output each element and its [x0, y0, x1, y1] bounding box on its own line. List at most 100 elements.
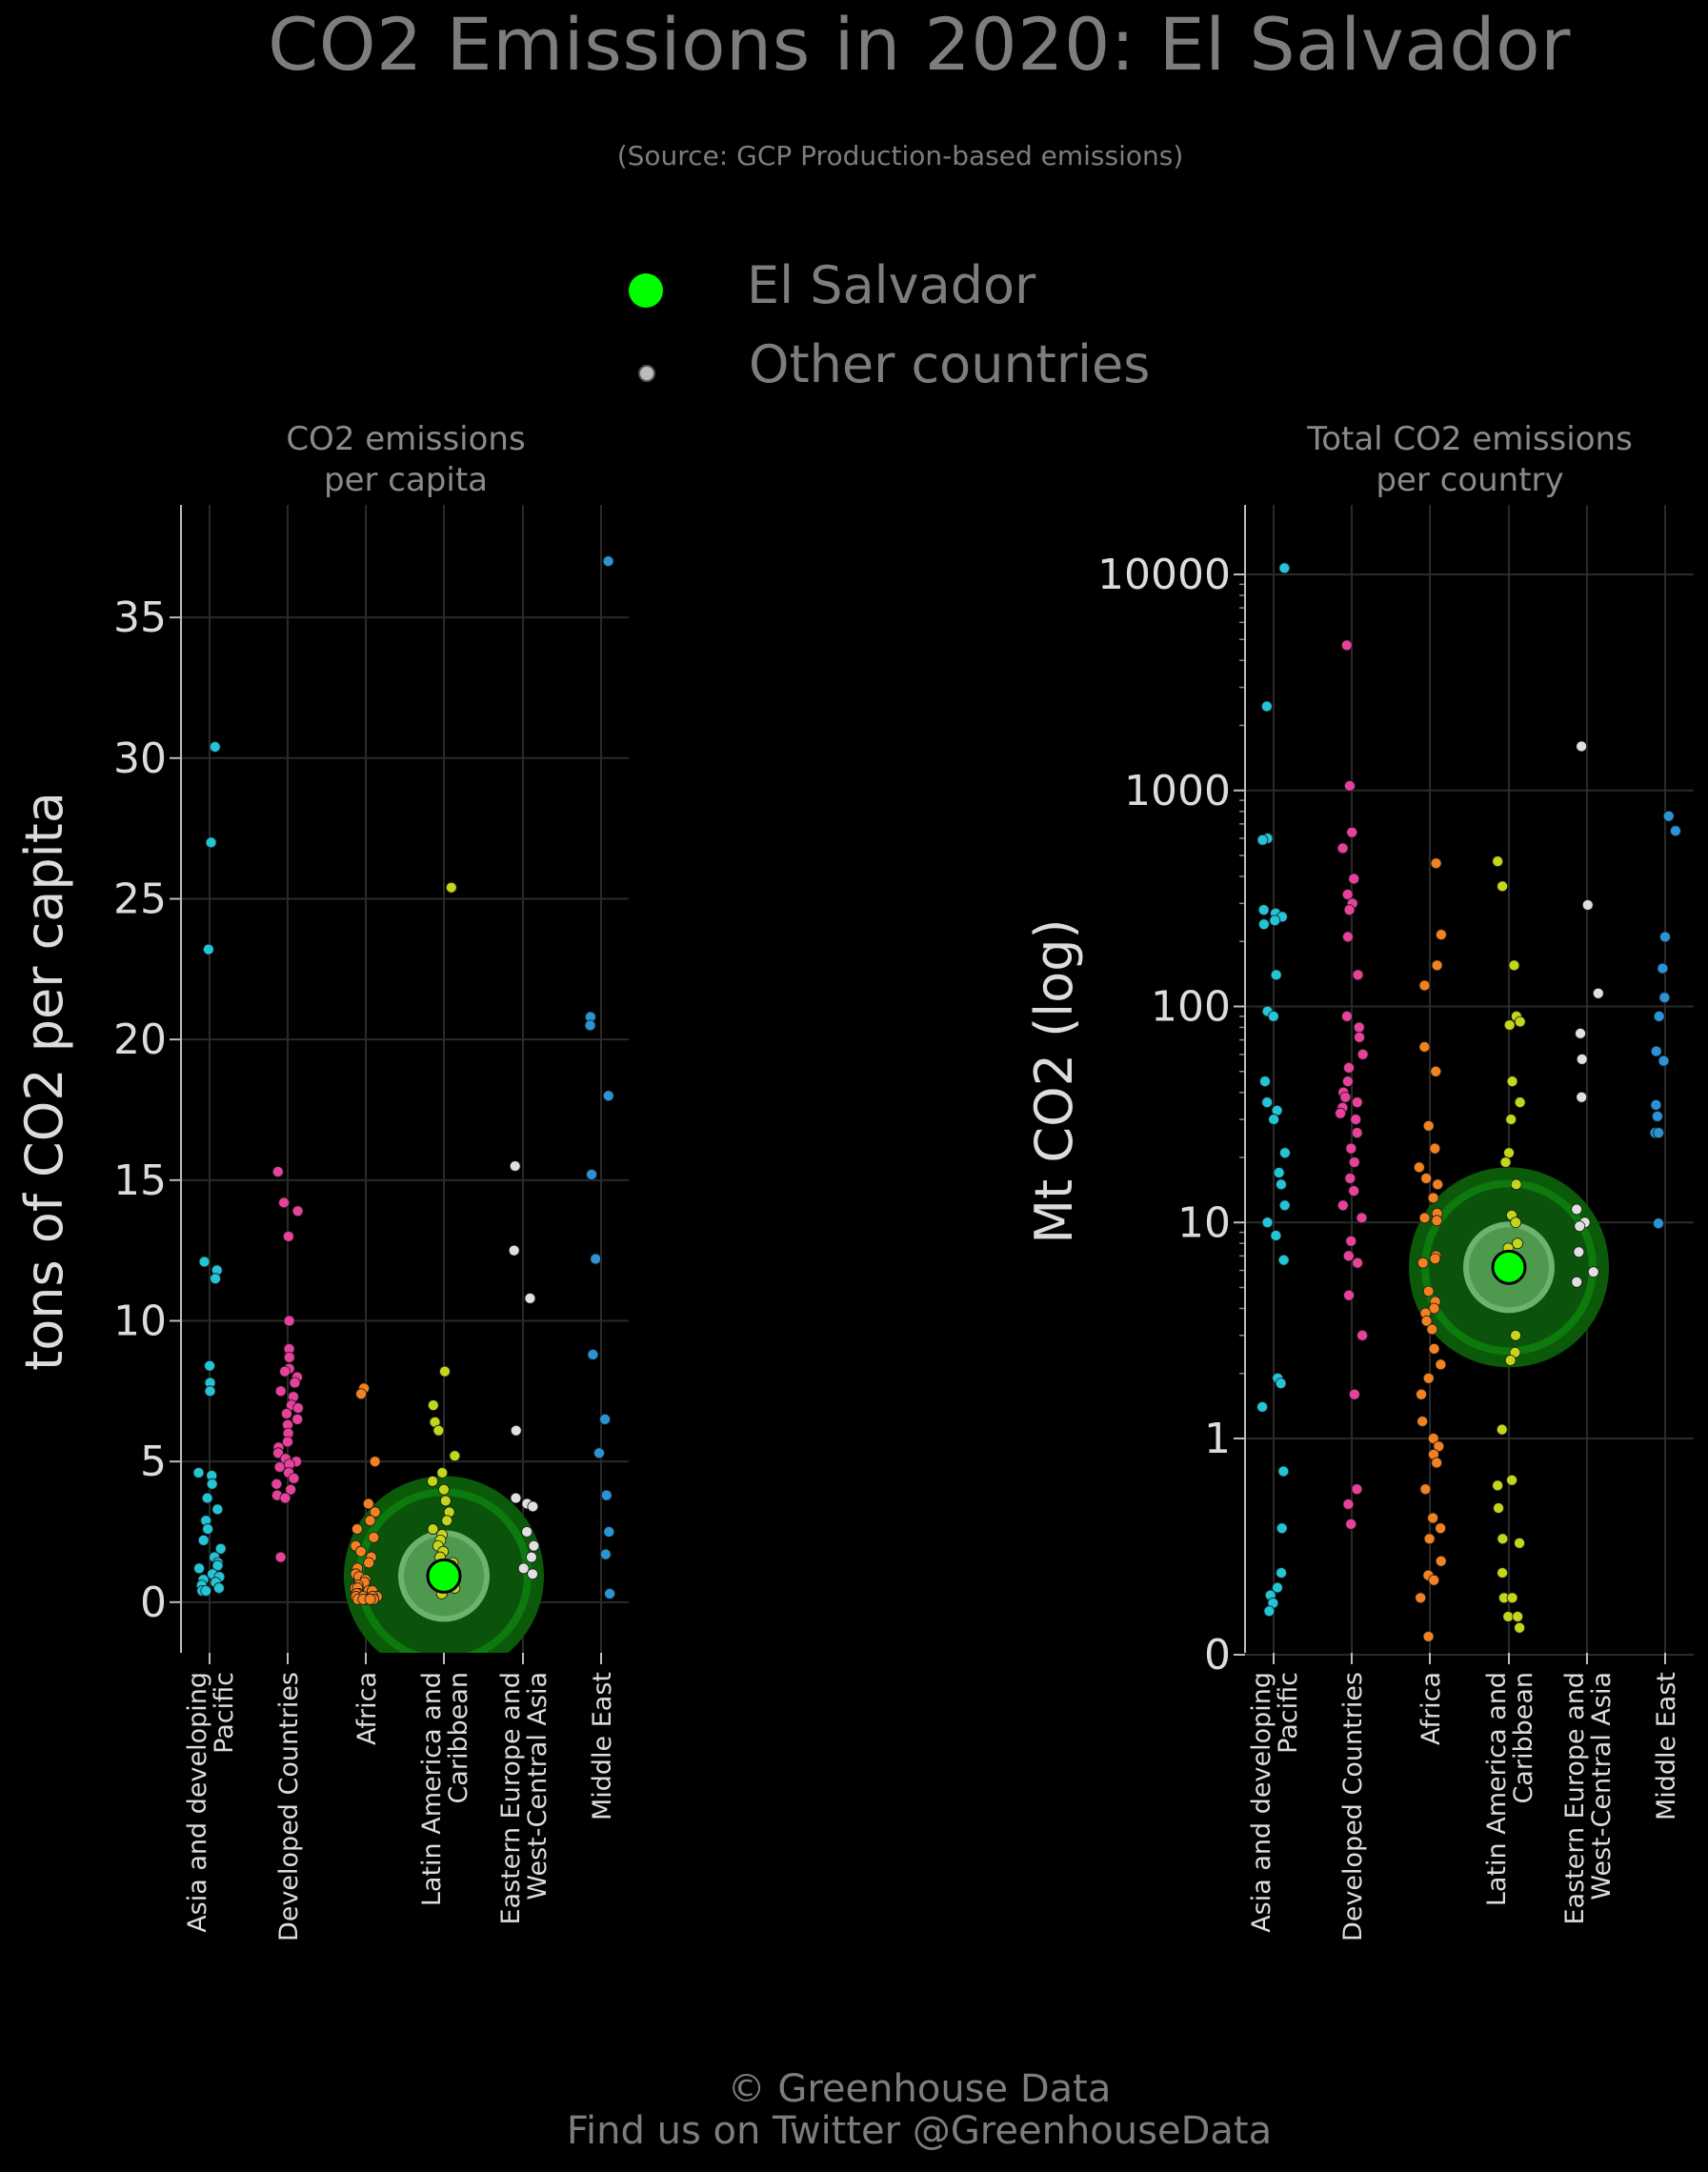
x-tick-label: Middle East	[1652, 1672, 1681, 1820]
point-developed-countries	[1354, 1031, 1365, 1043]
point-developed-countries	[274, 1551, 287, 1563]
point-eastern-europe-and-west-central-asia	[527, 1500, 539, 1513]
point-developed-countries	[1350, 1114, 1362, 1125]
point-developed-countries	[1344, 780, 1356, 792]
point-latin-america-and-caribbean	[427, 1475, 438, 1487]
point-middle-east	[587, 1349, 599, 1360]
point-asia-and-developing-pacific	[200, 1585, 212, 1597]
point-africa	[1418, 1041, 1431, 1053]
point-asia-and-developing-pacific	[1268, 1114, 1280, 1125]
point-asia-and-developing-pacific	[214, 1542, 227, 1555]
point-africa	[1427, 1512, 1439, 1524]
point-latin-america-and-caribbean	[1514, 1096, 1526, 1109]
y-axis-label: tons of CO2 per capita	[14, 792, 74, 1371]
point-asia-and-developing-pacific	[193, 1562, 205, 1575]
point-eastern-europe-and-west-central-asia	[517, 1562, 530, 1575]
point-developed-countries	[282, 1436, 293, 1448]
point-africa	[363, 1557, 375, 1569]
point-africa	[1422, 1119, 1435, 1132]
y-tick-label: 10	[113, 1297, 167, 1345]
point-eastern-europe-and-west-central-asia	[521, 1526, 533, 1538]
point-africa	[369, 1506, 381, 1518]
point-middle-east	[1662, 810, 1675, 822]
point-africa	[1418, 979, 1431, 992]
point-latin-america-and-caribbean	[1497, 1533, 1509, 1545]
point-developed-countries	[1336, 1199, 1349, 1212]
point-asia-and-developing-pacific	[1257, 918, 1270, 931]
point-developed-countries	[285, 1483, 297, 1496]
y-axis-label: Mt CO2 (log)	[1024, 918, 1084, 1243]
point-latin-america-and-caribbean	[427, 1399, 439, 1411]
point-latin-america-and-caribbean	[1499, 1156, 1512, 1168]
point-latin-america-and-caribbean	[432, 1424, 445, 1437]
point-asia-and-developing-pacific	[1277, 1254, 1290, 1266]
point-developed-countries	[283, 1230, 294, 1242]
point-developed-countries	[288, 1472, 300, 1484]
point-developed-countries	[1352, 1257, 1364, 1269]
point-asia-and-developing-pacific	[192, 1467, 205, 1478]
point-asia-and-developing-pacific	[201, 1492, 213, 1504]
point-developed-countries	[281, 1408, 292, 1419]
point-developed-countries	[1343, 904, 1356, 916]
point-eastern-europe-and-west-central-asia	[528, 1539, 540, 1552]
point-asia-and-developing-pacific	[1270, 1230, 1282, 1241]
point-africa	[355, 1388, 368, 1400]
point-africa	[1431, 1215, 1443, 1227]
point-latin-america-and-caribbean	[1506, 1474, 1517, 1486]
point-africa	[1427, 1192, 1439, 1204]
point-middle-east	[1651, 1110, 1663, 1122]
point-africa	[1435, 1522, 1447, 1535]
point-asia-and-developing-pacific	[1276, 1178, 1287, 1191]
x-tick-label: Caribbean	[1509, 1672, 1538, 1804]
point-latin-america-and-caribbean	[1506, 1592, 1518, 1604]
point-developed-countries	[1356, 1329, 1368, 1341]
point-middle-east	[1670, 825, 1681, 837]
y-tick-label: 100	[1151, 983, 1231, 1032]
point-developed-countries	[271, 1478, 283, 1490]
point-africa	[1422, 1631, 1435, 1642]
point-middle-east	[593, 1447, 605, 1459]
point-latin-america-and-caribbean	[1492, 855, 1504, 868]
point-developed-countries	[1348, 873, 1360, 885]
point-developed-countries	[273, 1461, 286, 1473]
point-africa	[1432, 1178, 1444, 1191]
point-africa	[1419, 1483, 1432, 1496]
point-developed-countries	[289, 1377, 301, 1389]
point-developed-countries	[1339, 1091, 1352, 1103]
point-developed-countries	[1346, 826, 1358, 838]
point-latin-america-and-caribbean	[1492, 1479, 1504, 1492]
x-tick-label: Caribbean	[444, 1672, 473, 1804]
point-developed-countries	[291, 1413, 304, 1425]
point-africa	[1428, 1574, 1440, 1586]
point-africa	[1417, 1416, 1429, 1427]
point-developed-countries	[1356, 1212, 1368, 1224]
x-tick-label: Developed Countries	[1338, 1672, 1368, 1941]
point-asia-and-developing-pacific	[1259, 1076, 1271, 1088]
point-africa	[1426, 1323, 1438, 1336]
point-eastern-europe-and-west-central-asia	[508, 1244, 520, 1257]
x-tick-label: Asia and developing	[183, 1672, 212, 1933]
y-tick-label: 5	[140, 1438, 167, 1486]
point-eastern-europe-and-west-central-asia	[1574, 1220, 1586, 1233]
point-africa	[1420, 1315, 1433, 1327]
point-middle-east	[1650, 1045, 1662, 1057]
point-latin-america-and-caribbean	[439, 1495, 452, 1507]
point-latin-america-and-caribbean	[1508, 959, 1520, 972]
point-latin-america-and-caribbean	[1503, 1147, 1515, 1159]
point-developed-countries	[271, 1166, 284, 1177]
point-latin-america-and-caribbean	[439, 1365, 451, 1378]
point-developed-countries	[1348, 1388, 1360, 1400]
point-eastern-europe-and-west-central-asia	[509, 1160, 521, 1172]
x-tick-label: West-Central Asia	[523, 1672, 553, 1900]
point-asia-and-developing-pacific	[1263, 1605, 1276, 1618]
point-asia-and-developing-pacific	[1256, 834, 1269, 846]
point-africa	[1428, 1302, 1440, 1315]
point-africa	[1429, 1142, 1441, 1155]
point-asia-and-developing-pacific	[1261, 1096, 1274, 1109]
point-developed-countries	[274, 1385, 287, 1398]
x-tick-label: Eastern Europe and	[1560, 1672, 1590, 1925]
panel-title-line-1: Total CO2 emissions	[1306, 420, 1633, 458]
point-eastern-europe-and-west-central-asia	[526, 1551, 537, 1563]
point-latin-america-and-caribbean	[436, 1467, 449, 1478]
